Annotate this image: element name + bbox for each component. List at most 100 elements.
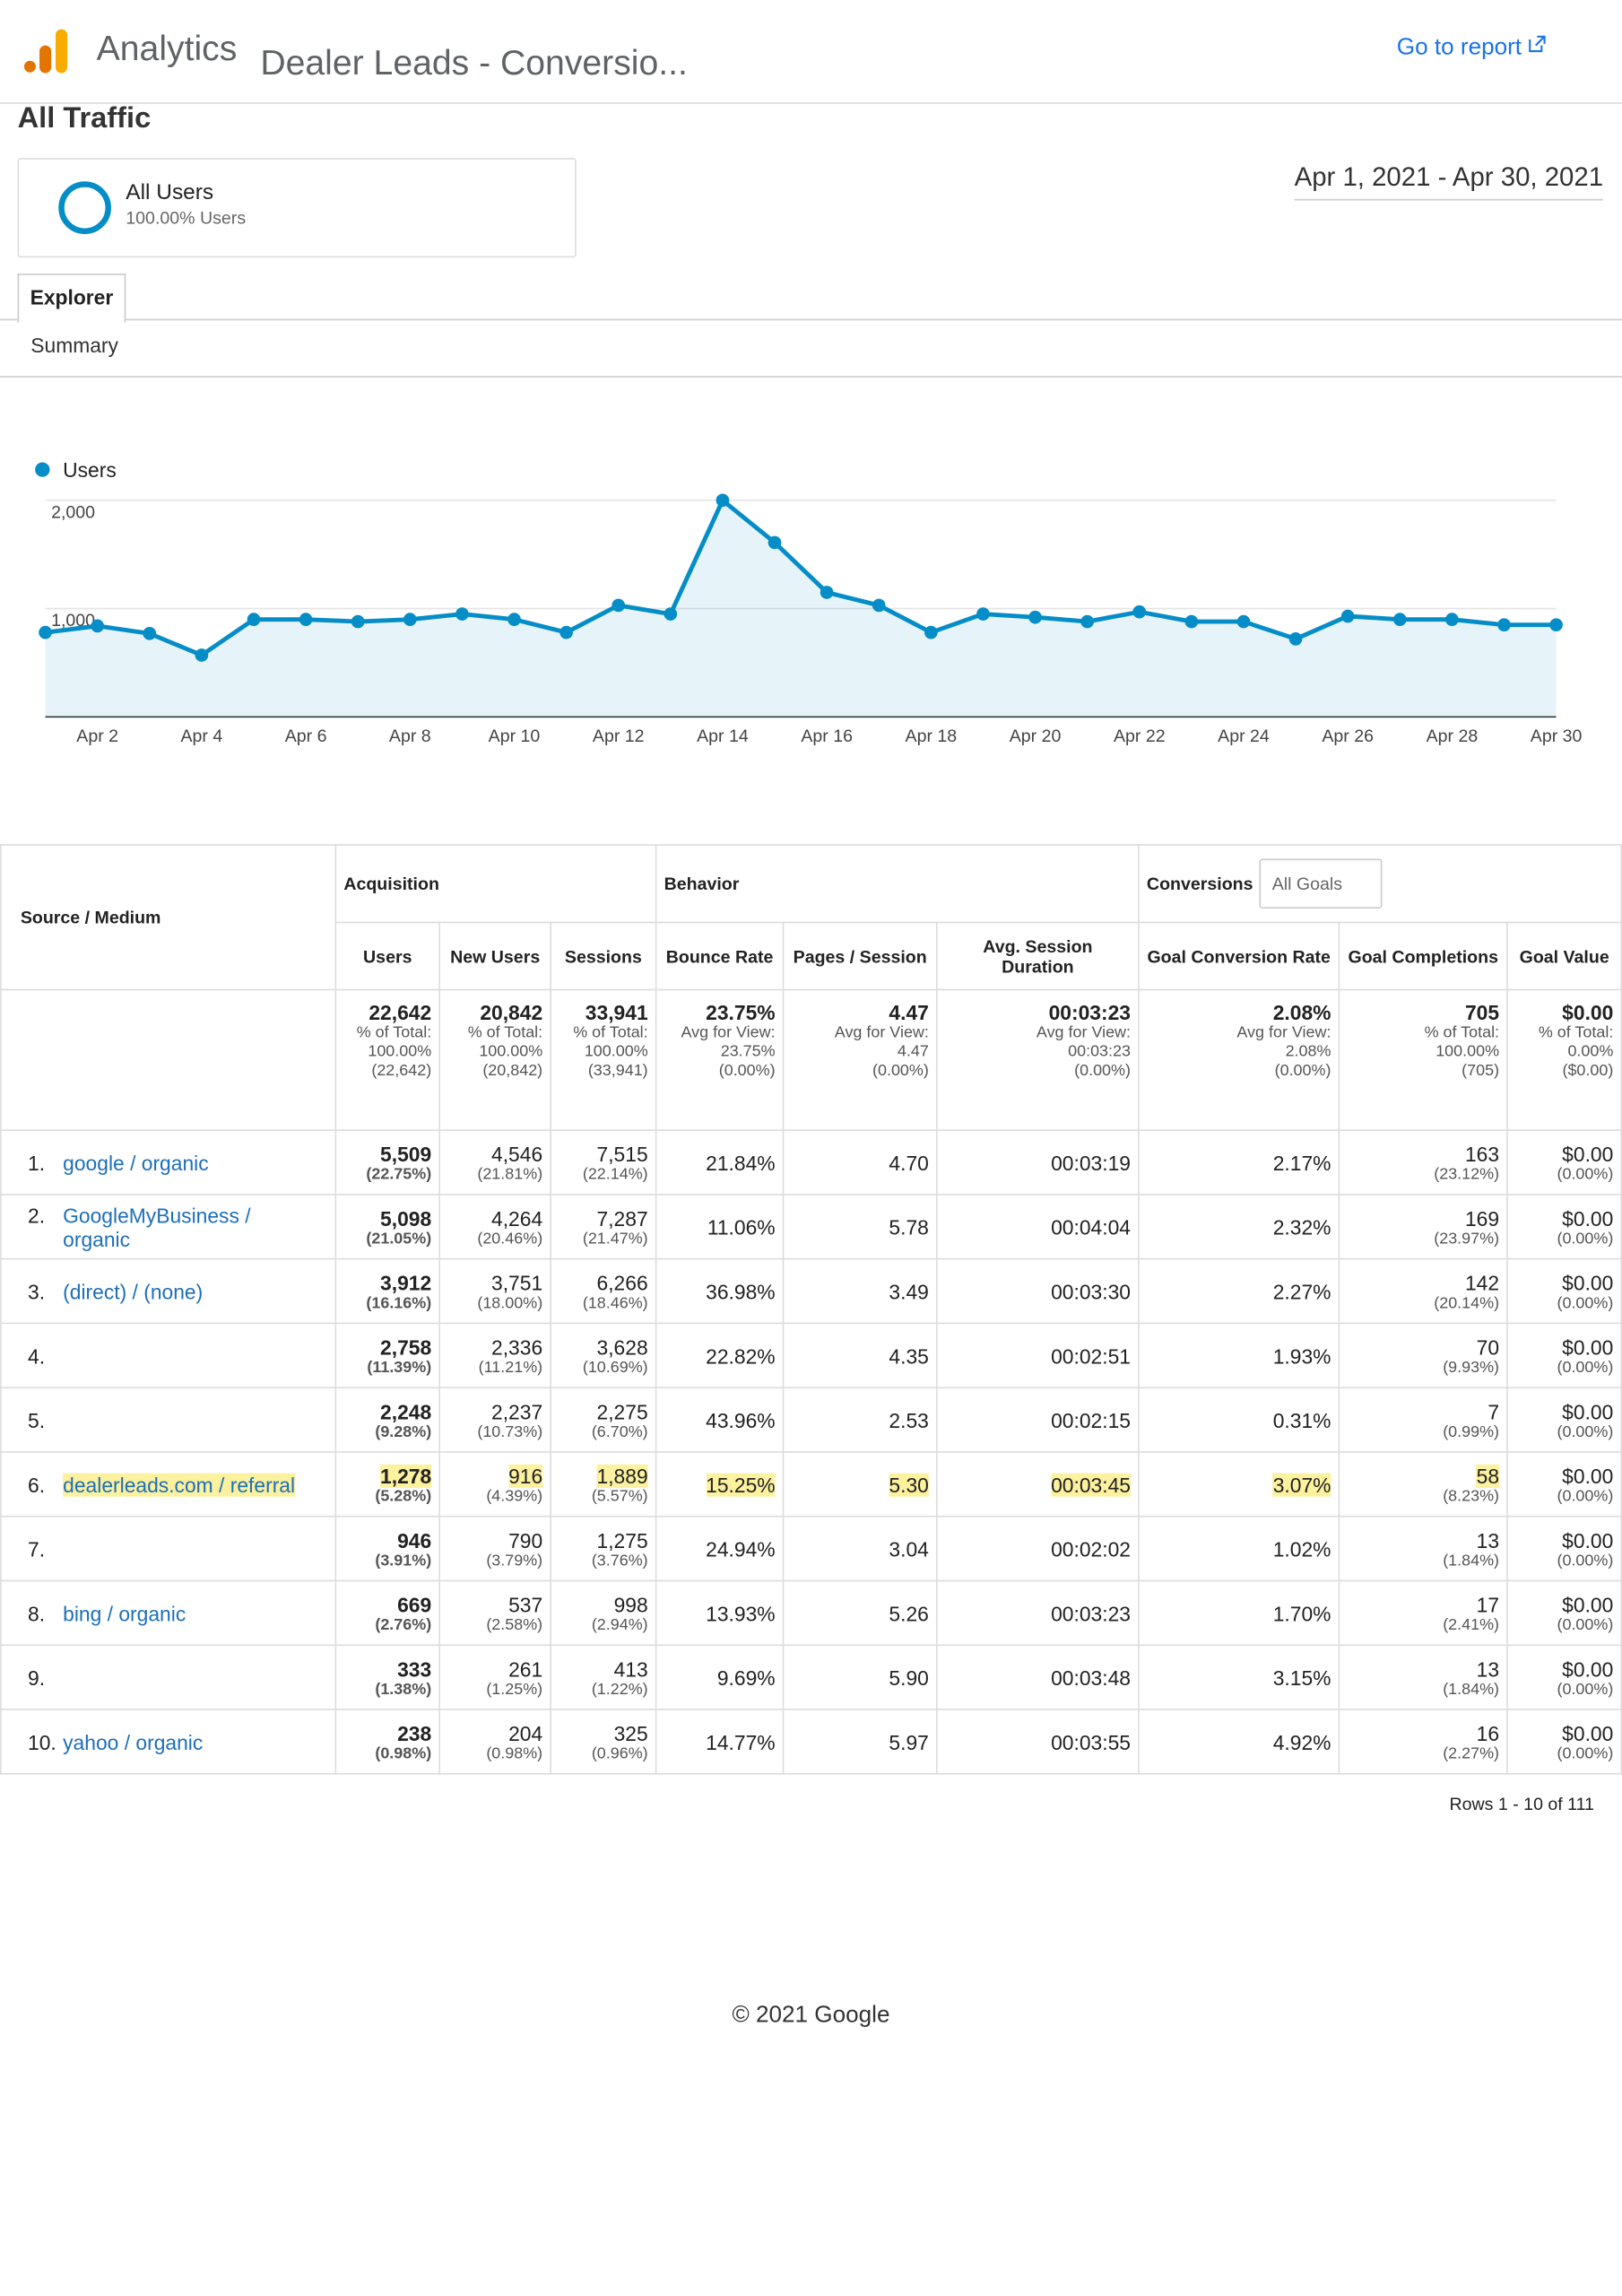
source-link[interactable]: (direct) / (none) (63, 1279, 204, 1303)
value-text: 537 (508, 1592, 543, 1616)
point (1340, 609, 1355, 623)
property-name: Dealer Leads - Conversio... (260, 43, 688, 83)
column-header[interactable]: Goal Completions (1338, 921, 1508, 991)
cell: 3.04 (782, 1515, 938, 1582)
source-link[interactable]: dealerleads.com / referral (63, 1472, 296, 1496)
external-icon (1528, 35, 1546, 53)
segment-box[interactable] (17, 158, 577, 258)
cell-value: 790 (447, 1528, 542, 1552)
cell-value: 5,509 (343, 1142, 431, 1165)
total-detail: 100.00% (368, 1043, 432, 1061)
footer: © 2021 Google (732, 2003, 890, 2028)
subtab[interactable]: Summary (30, 333, 118, 358)
cell-value: 3.15% (1147, 1665, 1331, 1689)
row-rank: 8. (27, 1601, 46, 1625)
cell: 2. GoogleMyBusiness / organic (0, 1194, 337, 1260)
x-tick-label: Apr 8 (389, 726, 431, 746)
goal-selector[interactable]: All Goals (1259, 858, 1383, 909)
cell-detail: (1.84%) (1443, 1680, 1500, 1699)
column-header[interactable]: Source / Medium (0, 844, 337, 991)
cell-value: 00:02:15 (945, 1408, 1131, 1431)
cell-value: 5,098 (343, 1206, 431, 1230)
value-text: 4.35 (889, 1344, 929, 1368)
total-detail: 00:03:23 (1068, 1043, 1131, 1061)
value-text: 2,275 (596, 1399, 648, 1423)
cell-value: 3,912 (343, 1271, 431, 1294)
total-detail: % of Total: (467, 1023, 543, 1042)
cell-value: 1.93% (1147, 1344, 1331, 1367)
tab[interactable]: Explorer (17, 274, 126, 324)
cell: 22,642% of Total: 100.00% (22,642) (334, 988, 440, 1131)
cell: 7,515 (22.14%) (550, 1129, 657, 1196)
divider (0, 318, 1622, 321)
cell: 8. bing / organic (0, 1579, 337, 1647)
column-header[interactable]: Sessions (550, 921, 657, 991)
total-detail: Avg for View: (1236, 1023, 1331, 1042)
point (195, 648, 209, 662)
value-text: 14.77% (706, 1729, 776, 1753)
cell: $0.00 (0.00%) (1506, 1322, 1622, 1389)
value-text: 7 (1488, 1399, 1500, 1423)
column-header[interactable]: Users (334, 921, 440, 991)
row-rank: 10. (27, 1729, 56, 1753)
cell-detail: (0.00%) (1557, 1615, 1614, 1634)
row-rank: 4. (27, 1344, 46, 1368)
cell-detail: (2.94%) (591, 1615, 648, 1634)
value-text: 3,628 (596, 1335, 648, 1359)
row-rank: 1. (27, 1150, 46, 1175)
row-rank: 2. (27, 1203, 46, 1227)
cell-value: 998 (559, 1593, 648, 1616)
cell: 2,758 (11.39%) (334, 1322, 440, 1389)
cell-value: 00:03:23 (945, 1601, 1131, 1624)
cell-value: 16 (1347, 1721, 1499, 1744)
table-row: 8. bing / organic 669 (2.76%) 537 (2.58%) 998(… (0, 1579, 1622, 1647)
cell: 00:02:15 (936, 1387, 1140, 1453)
point (507, 613, 521, 626)
column-header[interactable]: Pages / Session (782, 921, 938, 991)
point (1288, 632, 1303, 646)
cell-detail: (0.00%) (1557, 1551, 1614, 1570)
column-header[interactable]: Goal Value (1506, 921, 1622, 991)
source-link[interactable]: google / organic (63, 1150, 209, 1175)
cell: 13 (1.84%) (1338, 1644, 1508, 1710)
value-text: 00:02:02 (1051, 1536, 1131, 1561)
value-text: $0.00 (1562, 1205, 1614, 1231)
report-link-text[interactable]: Go to report (1396, 35, 1522, 60)
cell-value: 946 (343, 1528, 431, 1552)
value-text: 13.93% (706, 1601, 776, 1625)
cell-detail: (5.28%) (375, 1487, 432, 1505)
cell: 4.47 Avg for View: 4.47 (0.00%) (782, 988, 938, 1131)
column-header[interactable]: Bounce Rate (655, 921, 785, 991)
column-header[interactable]: Goal Conversion Rate (1138, 921, 1340, 991)
column-header[interactable]: New Users (438, 921, 551, 991)
value-text: 00:03:48 (1051, 1665, 1131, 1690)
point (1184, 614, 1199, 629)
cell-detail: (22.14%) (582, 1165, 648, 1183)
cell: 4.92% (1138, 1709, 1340, 1775)
column-header[interactable]: Avg. Session Duration (936, 921, 1140, 991)
cell-detail: (5.57%) (591, 1487, 648, 1505)
source-link[interactable]: bing / organic (63, 1601, 186, 1625)
cell-detail: (0.98%) (375, 1744, 432, 1762)
cell-value: 413 (559, 1657, 648, 1680)
cell: 5.26 (782, 1579, 938, 1647)
source-link[interactable]: GoogleMyBusiness / organic (63, 1203, 251, 1250)
cell: 2.17% (1138, 1129, 1340, 1196)
cell-value: 58 (1347, 1464, 1500, 1488)
source-link[interactable]: yahoo / organic (63, 1729, 204, 1753)
report-link[interactable]: Go to report (1397, 35, 1546, 61)
cell-detail: (0.00%) (1557, 1487, 1614, 1505)
cell-detail: (3.76%) (591, 1551, 648, 1570)
cell-detail: (2.27%) (1443, 1744, 1500, 1762)
cell: $0.00 (0.00%) (1506, 1515, 1622, 1582)
x-tick-label: Apr 12 (593, 726, 645, 746)
cell-detail: (18.00%) (477, 1293, 543, 1312)
value-text: $0.00 (1562, 1657, 1614, 1681)
date-range[interactable]: Apr 1, 2021 - Apr 30, 2021 (1294, 162, 1604, 201)
cell: 1.93% (1138, 1322, 1340, 1389)
value-text: 3.15% (1272, 1665, 1331, 1690)
totals-row: 22,642% of Total: 100.00% (22,642) 20,842% … (0, 988, 1622, 1131)
x-tick-label: Apr 22 (1114, 726, 1166, 746)
cell-value: 916 (447, 1464, 543, 1488)
cell-value: $0.00 (1515, 1464, 1613, 1487)
